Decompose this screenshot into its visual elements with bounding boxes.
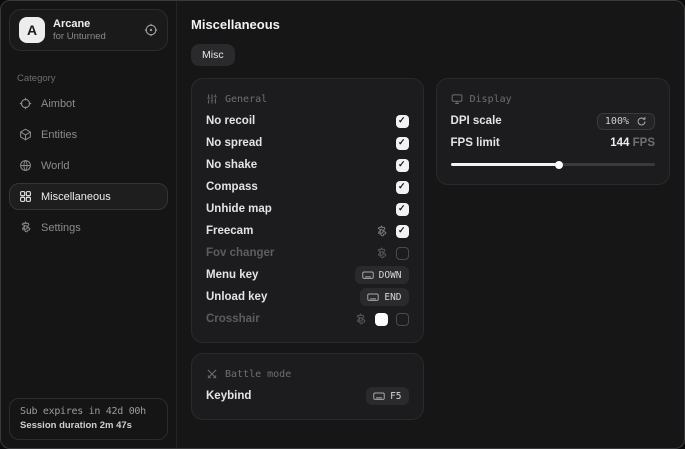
tab-misc[interactable]: Misc xyxy=(191,44,235,66)
key-value: DOWN xyxy=(378,269,402,281)
row-compass: Compass xyxy=(206,176,409,198)
row-label: Menu key xyxy=(206,269,259,281)
row-label: Compass xyxy=(206,181,258,193)
subscription-status-card: Sub expires in 42d 00h Session duration … xyxy=(9,398,168,440)
row-unload-key: Unload key END xyxy=(206,286,409,308)
app-subtitle: for Unturned xyxy=(53,30,106,42)
row-label: Unload key xyxy=(206,291,268,303)
sidebar-item-settings[interactable]: Settings xyxy=(9,214,168,241)
swords-icon xyxy=(206,368,218,380)
row-label: No shake xyxy=(206,159,258,171)
page-title: Miscellaneous xyxy=(191,17,280,32)
section-title: General xyxy=(225,93,268,105)
refresh-icon[interactable] xyxy=(636,116,647,127)
compass-checkbox[interactable] xyxy=(395,180,409,194)
row-crosshair: Crosshair xyxy=(206,308,409,330)
row-label: No spread xyxy=(206,137,263,149)
category-nav: Aimbot Entities World Miscellaneous Sett… xyxy=(1,90,176,245)
no-shake-checkbox[interactable] xyxy=(395,158,409,172)
crosshair-settings-gear-icon[interactable] xyxy=(354,313,367,326)
row-no-recoil: No recoil xyxy=(206,110,409,132)
sidebar-item-aimbot[interactable]: Aimbot xyxy=(9,90,168,117)
sidebar-item-world[interactable]: World xyxy=(9,152,168,179)
row-fps-limit: FPS limit 144 FPS xyxy=(451,132,655,154)
section-title: Display xyxy=(469,93,512,105)
sidebar-item-label: Entities xyxy=(41,128,78,141)
battle-keybind[interactable]: F5 xyxy=(366,387,409,405)
keyboard-icon xyxy=(367,291,379,303)
row-menu-key: Menu key DOWN xyxy=(206,264,409,286)
freecam-checkbox[interactable] xyxy=(395,224,409,238)
target-icon[interactable] xyxy=(144,23,158,37)
row-dpi-scale: DPI scale 100% xyxy=(451,110,655,132)
fps-unit: FPS xyxy=(632,137,655,149)
sub-expires-text: Sub expires in 42d 00h xyxy=(20,406,146,417)
fps-slider-fill xyxy=(450,163,559,166)
key-value: F5 xyxy=(390,390,402,402)
dpi-value: 100% xyxy=(604,115,629,127)
row-label: No recoil xyxy=(206,115,256,127)
row-no-spread: No spread xyxy=(206,132,409,154)
no-spread-checkbox[interactable] xyxy=(395,136,409,150)
no-recoil-checkbox[interactable] xyxy=(395,114,409,128)
dpi-scale-control[interactable]: 100% xyxy=(596,112,655,130)
sidebar-item-label: Miscellaneous xyxy=(41,190,111,203)
category-label: Category xyxy=(17,73,56,84)
row-label: Unhide map xyxy=(206,203,272,215)
row-label: FPS limit xyxy=(450,137,500,149)
sliders-icon xyxy=(206,93,218,105)
freecam-settings-gear-icon[interactable] xyxy=(375,225,388,238)
sidebar: A Arcane for Unturned Category Aimbot En… xyxy=(1,1,177,448)
sidebar-item-label: Aimbot xyxy=(41,97,76,110)
fps-limit-slider[interactable] xyxy=(450,160,655,169)
app-name: Arcane xyxy=(53,17,91,30)
section-title: Battle mode xyxy=(225,368,292,380)
session-duration-text: Session duration 2m 47s xyxy=(20,420,132,431)
battle-mode-section: Battle mode Keybind F5 xyxy=(191,353,424,420)
main-panel: Miscellaneous Misc General No recoil No … xyxy=(177,1,684,448)
unhide-map-checkbox[interactable] xyxy=(395,202,409,216)
row-no-shake: No shake xyxy=(206,154,409,176)
row-fov-changer: Fov changer xyxy=(206,242,409,264)
sidebar-item-label: Settings xyxy=(41,221,81,234)
gear-icon xyxy=(19,221,32,234)
crosshair-checkbox[interactable] xyxy=(395,312,409,326)
keyboard-icon xyxy=(362,269,374,281)
grid-icon xyxy=(19,190,32,203)
row-keybind: Keybind F5 xyxy=(206,385,409,407)
sidebar-item-entities[interactable]: Entities xyxy=(9,121,168,148)
unload-key-binding[interactable]: END xyxy=(360,288,409,306)
key-value: END xyxy=(384,291,402,303)
row-label: Freecam xyxy=(206,225,254,237)
fps-value: 144 xyxy=(610,137,630,149)
globe-icon xyxy=(19,159,32,172)
fov-settings-gear-icon[interactable] xyxy=(375,247,388,260)
monitor-icon xyxy=(451,93,463,105)
row-label: Fov changer xyxy=(206,247,275,259)
row-freecam: Freecam xyxy=(206,220,409,242)
brand-card: A Arcane for Unturned xyxy=(9,9,168,51)
crosshair-icon xyxy=(19,97,32,110)
crosshair-color-swatch[interactable] xyxy=(374,312,388,326)
fov-changer-checkbox[interactable] xyxy=(395,246,409,260)
row-label: Keybind xyxy=(206,390,252,402)
menu-key-binding[interactable]: DOWN xyxy=(354,266,409,284)
entities-icon xyxy=(19,128,32,141)
app-logo: A xyxy=(19,17,45,43)
fps-slider-thumb[interactable] xyxy=(554,160,563,169)
row-label: DPI scale xyxy=(450,115,502,127)
general-section: General No recoil No spread No shake xyxy=(191,78,424,343)
row-unhide-map: Unhide map xyxy=(206,198,409,220)
keyboard-icon xyxy=(373,390,385,402)
sidebar-item-label: World xyxy=(41,159,70,172)
display-section: Display DPI scale 100% FPS limit xyxy=(435,78,670,185)
sidebar-item-miscellaneous[interactable]: Miscellaneous xyxy=(9,183,168,210)
row-label: Crosshair xyxy=(206,313,260,325)
